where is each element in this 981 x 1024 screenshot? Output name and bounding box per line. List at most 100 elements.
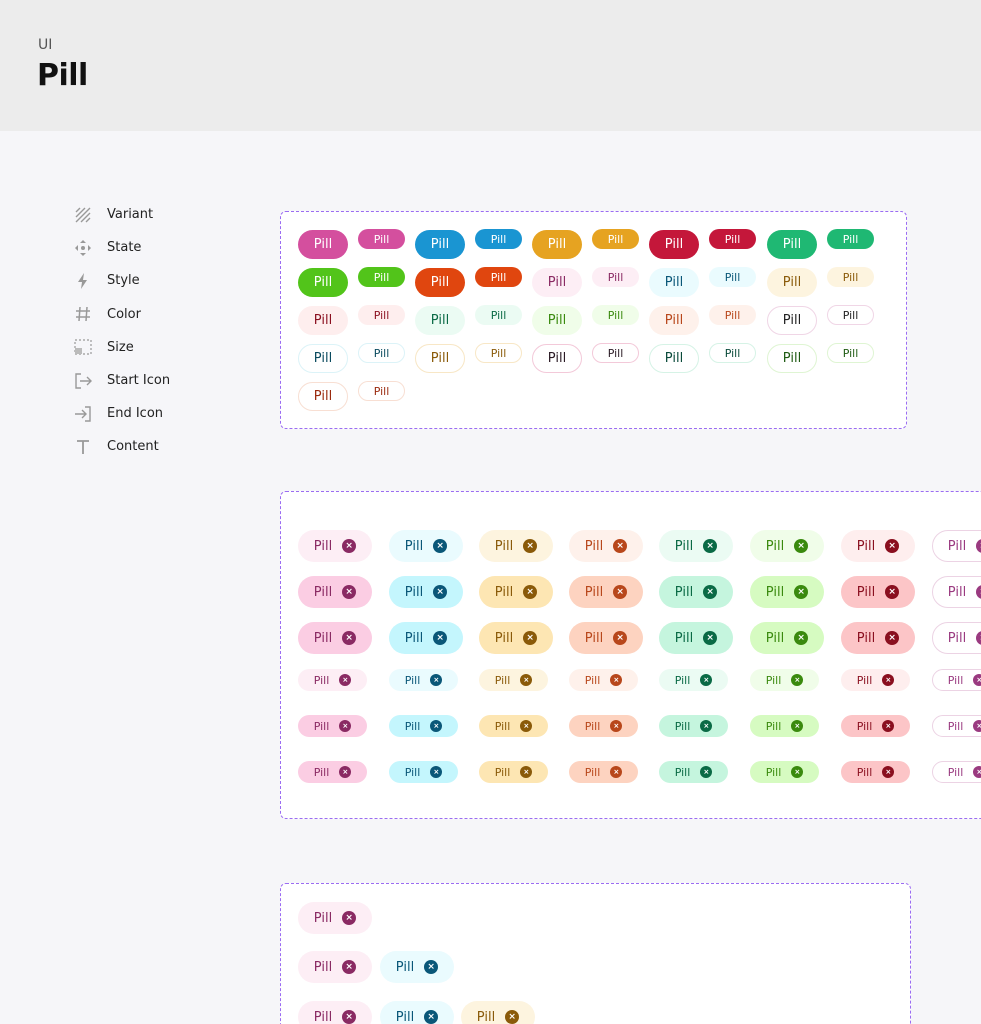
- property-style[interactable]: Style: [72, 264, 170, 297]
- remove-icon[interactable]: ×: [520, 674, 533, 686]
- pill-large[interactable]: Pill: [767, 230, 817, 259]
- remove-icon[interactable]: ×: [613, 631, 628, 645]
- pill-small[interactable]: Pill: [709, 267, 756, 287]
- removable-pill[interactable]: Pill ×: [932, 761, 981, 783]
- group-pill[interactable]: Pill ×: [461, 1001, 535, 1024]
- removable-pill[interactable]: Pill ×: [750, 530, 824, 562]
- removable-pill[interactable]: Pill ×: [389, 576, 463, 608]
- pill-small[interactable]: Pill: [592, 229, 639, 249]
- remove-icon[interactable]: ×: [700, 674, 713, 686]
- remove-icon[interactable]: ×: [342, 539, 357, 553]
- removable-pill[interactable]: Pill ×: [932, 715, 981, 737]
- remove-icon[interactable]: ×: [523, 631, 538, 645]
- removable-pill[interactable]: Pill ×: [479, 576, 553, 608]
- remove-icon[interactable]: ×: [794, 585, 809, 599]
- pill-large[interactable]: Pill: [767, 268, 817, 297]
- removable-pill[interactable]: Pill ×: [569, 715, 638, 737]
- pill-large[interactable]: Pill: [415, 306, 465, 335]
- removable-pill[interactable]: Pill ×: [479, 761, 548, 783]
- pill-small[interactable]: Pill: [827, 267, 874, 287]
- removable-pill[interactable]: Pill ×: [389, 761, 458, 783]
- removable-pill[interactable]: Pill ×: [659, 622, 733, 654]
- pill-large[interactable]: Pill: [415, 268, 465, 297]
- pill-small[interactable]: Pill: [709, 343, 756, 363]
- removable-pill[interactable]: Pill ×: [389, 669, 458, 691]
- pill-large[interactable]: Pill: [767, 306, 817, 335]
- removable-pill[interactable]: Pill ×: [932, 622, 981, 654]
- removable-pill[interactable]: Pill ×: [659, 530, 733, 562]
- remove-icon[interactable]: ×: [976, 539, 981, 553]
- remove-icon[interactable]: ×: [973, 766, 981, 778]
- removable-pill[interactable]: Pill ×: [750, 622, 824, 654]
- removable-pill[interactable]: Pill ×: [932, 669, 981, 691]
- pill-small[interactable]: Pill: [827, 343, 874, 363]
- remove-icon[interactable]: ×: [339, 720, 352, 732]
- pill-small[interactable]: Pill: [592, 305, 639, 325]
- pill-small[interactable]: Pill: [827, 305, 874, 325]
- remove-icon[interactable]: ×: [700, 720, 713, 732]
- removable-pill[interactable]: Pill ×: [389, 715, 458, 737]
- remove-icon[interactable]: ×: [885, 585, 900, 599]
- remove-icon[interactable]: ×: [791, 674, 804, 686]
- removable-pill[interactable]: Pill ×: [479, 530, 553, 562]
- group-pill[interactable]: Pill ×: [380, 951, 454, 983]
- remove-icon[interactable]: ×: [703, 539, 718, 553]
- removable-pill[interactable]: Pill ×: [841, 715, 910, 737]
- remove-icon[interactable]: ×: [520, 766, 533, 778]
- pill-large[interactable]: Pill: [649, 268, 699, 297]
- remove-icon[interactable]: ×: [342, 631, 357, 645]
- removable-pill[interactable]: Pill ×: [479, 669, 548, 691]
- pill-small[interactable]: Pill: [475, 267, 522, 287]
- remove-icon[interactable]: ×: [794, 631, 809, 645]
- remove-icon[interactable]: ×: [523, 585, 538, 599]
- group-pill[interactable]: Pill ×: [298, 902, 372, 934]
- removable-pill[interactable]: Pill ×: [841, 761, 910, 783]
- remove-icon[interactable]: ×: [430, 766, 443, 778]
- remove-icon[interactable]: ×: [342, 911, 357, 925]
- pill-large[interactable]: Pill: [532, 230, 582, 259]
- remove-icon[interactable]: ×: [882, 720, 895, 732]
- property-color[interactable]: Color: [72, 298, 170, 331]
- pill-large[interactable]: Pill: [298, 306, 348, 335]
- remove-icon[interactable]: ×: [700, 766, 713, 778]
- pill-large[interactable]: Pill: [532, 306, 582, 335]
- property-size[interactable]: Size: [72, 331, 170, 364]
- group-pill[interactable]: Pill ×: [298, 1001, 372, 1024]
- removable-pill[interactable]: Pill ×: [569, 576, 643, 608]
- removable-pill[interactable]: Pill ×: [569, 761, 638, 783]
- removable-pill[interactable]: Pill ×: [569, 669, 638, 691]
- group-pill[interactable]: Pill ×: [298, 951, 372, 983]
- pill-large[interactable]: Pill: [298, 344, 348, 373]
- removable-pill[interactable]: Pill ×: [298, 576, 372, 608]
- removable-pill[interactable]: Pill ×: [298, 622, 372, 654]
- removable-pill[interactable]: Pill ×: [298, 761, 367, 783]
- remove-icon[interactable]: ×: [794, 539, 809, 553]
- remove-icon[interactable]: ×: [610, 720, 623, 732]
- pill-large[interactable]: Pill: [649, 344, 699, 373]
- removable-pill[interactable]: Pill ×: [389, 622, 463, 654]
- pill-small[interactable]: Pill: [358, 267, 405, 287]
- removable-pill[interactable]: Pill ×: [932, 530, 981, 562]
- remove-icon[interactable]: ×: [424, 1010, 439, 1024]
- removable-pill[interactable]: Pill ×: [841, 530, 915, 562]
- remove-icon[interactable]: ×: [505, 1010, 520, 1024]
- remove-icon[interactable]: ×: [430, 674, 443, 686]
- remove-icon[interactable]: ×: [424, 960, 439, 974]
- removable-pill[interactable]: Pill ×: [659, 576, 733, 608]
- remove-icon[interactable]: ×: [976, 631, 981, 645]
- removable-pill[interactable]: Pill ×: [750, 715, 819, 737]
- remove-icon[interactable]: ×: [791, 766, 804, 778]
- pill-small[interactable]: Pill: [709, 305, 756, 325]
- pill-small[interactable]: Pill: [358, 343, 405, 363]
- pill-large[interactable]: Pill: [298, 382, 348, 411]
- removable-pill[interactable]: Pill ×: [750, 576, 824, 608]
- pill-small[interactable]: Pill: [592, 267, 639, 287]
- remove-icon[interactable]: ×: [613, 585, 628, 599]
- property-start-icon[interactable]: Start Icon: [72, 364, 170, 397]
- remove-icon[interactable]: ×: [885, 631, 900, 645]
- pill-large[interactable]: Pill: [532, 268, 582, 297]
- remove-icon[interactable]: ×: [703, 585, 718, 599]
- pill-small[interactable]: Pill: [358, 305, 405, 325]
- pill-large[interactable]: Pill: [532, 344, 582, 373]
- remove-icon[interactable]: ×: [882, 766, 895, 778]
